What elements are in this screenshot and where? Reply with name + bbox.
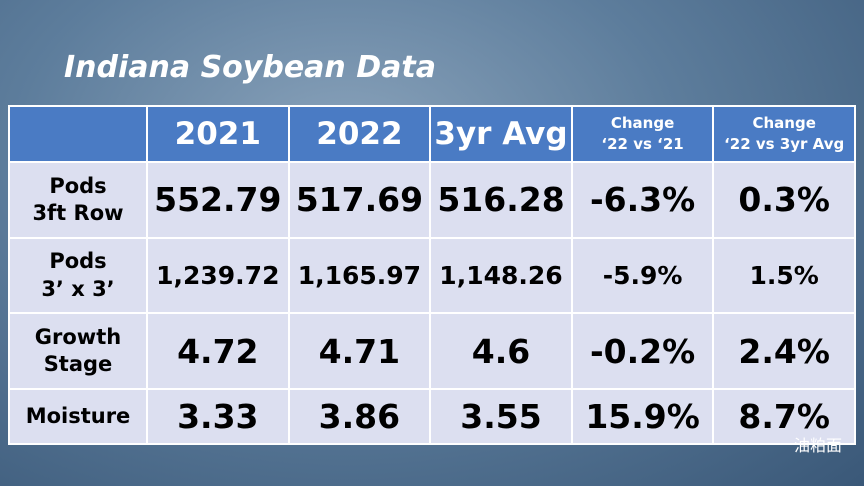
header-line: 3yr Avg	[434, 116, 568, 152]
watermark: 油粕面	[793, 436, 842, 455]
title: Indiana Soybean Data	[64, 50, 436, 85]
header-line: 2022	[316, 116, 403, 152]
data-row: Moisture 3.33 3.86 3.55 15.9% 8.7%	[8, 388, 856, 445]
data-row: Pods 3ft Row 552.79 517.69 516.28 -6.3% 0.3%	[8, 161, 856, 239]
data-row: Growth Stage 4.72 4.71 4.6 -0.2% 2.4%	[8, 312, 856, 391]
row-label: Pods 3ft Row	[8, 161, 148, 239]
data-table: 2021 2022 3yr Avg Change ‘22 vs ‘21 Change ‘22…	[8, 105, 856, 445]
row-label-line: Growth	[34, 324, 122, 349]
value-cell: 1,239.72	[146, 236, 290, 315]
header-cell: 3yr Avg	[429, 105, 573, 163]
value-cell: 0.3%	[712, 161, 856, 239]
header-cell: 2021	[146, 105, 290, 163]
value-cell: -0.2%	[570, 312, 715, 391]
row-label-line: Stage	[43, 352, 113, 377]
value-cell: 4.72	[146, 312, 290, 391]
corner-cell	[8, 105, 148, 163]
row-label-line: Moisture	[25, 403, 131, 428]
value-cell: 1.5%	[712, 236, 856, 315]
header-line: Change	[752, 114, 816, 132]
row-label-line: Pods	[49, 249, 107, 274]
header-cell: Change ‘22 vs ‘21	[570, 105, 715, 163]
value-cell: 516.28	[429, 161, 573, 239]
row-label: Moisture	[8, 388, 148, 445]
header-line: 2021	[174, 116, 261, 152]
value-cell: 4.71	[287, 312, 432, 391]
row-label-line: 3ft Row	[32, 200, 124, 225]
value-cell: 4.6	[429, 312, 573, 391]
value-cell: 552.79	[146, 161, 290, 239]
value-cell: 3.55	[429, 388, 573, 445]
row-label-line: Pods	[49, 173, 107, 198]
header-row: 2021 2022 3yr Avg Change ‘22 vs ‘21 Change ‘22…	[8, 105, 856, 163]
row-label-line: 3’ x 3’	[41, 276, 115, 301]
value-cell: 1,148.26	[429, 236, 573, 315]
header-line: Change	[610, 114, 675, 132]
value-cell: 15.9%	[570, 388, 715, 445]
header-cell: Change ‘22 vs 3yr Avg	[712, 105, 856, 163]
header-line: ‘22 vs 3yr Avg	[724, 135, 845, 153]
row-label: Growth Stage	[8, 312, 148, 391]
value-cell: 1,165.97	[287, 236, 432, 315]
value-cell: 517.69	[287, 161, 432, 239]
value-cell: 2.4%	[712, 312, 856, 391]
header-line: ‘22 vs ‘21	[601, 135, 684, 153]
value-cell: -5.9%	[570, 236, 715, 315]
value-cell: -6.3%	[570, 161, 715, 239]
value-cell: 3.86	[287, 388, 432, 445]
row-label: Pods 3’ x 3’	[8, 236, 148, 315]
data-row: Pods 3’ x 3’ 1,239.72 1,165.97 1,148.26 -5.9%…	[8, 236, 856, 315]
value-cell: 3.33	[146, 388, 290, 445]
value-cell: 8.7%	[712, 388, 856, 445]
header-cell: 2022	[287, 105, 432, 163]
